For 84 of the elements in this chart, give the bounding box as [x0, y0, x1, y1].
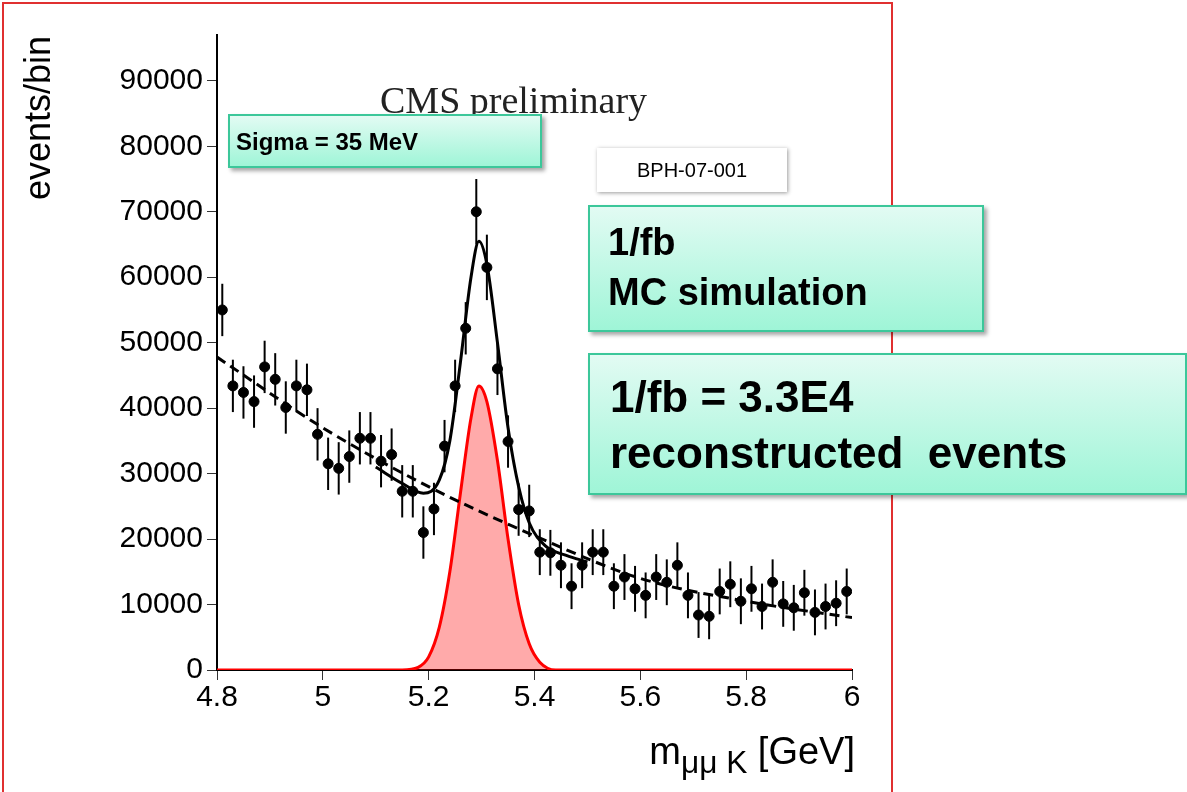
y-axis-title: events/bin: [17, 36, 58, 201]
y-tick-label: 20000: [119, 520, 203, 554]
x-axis-title: m$_{μμ K}$ [GeV]: [649, 730, 855, 781]
y-tick-label: 50000: [119, 323, 203, 357]
point: [248, 396, 260, 408]
point: [798, 587, 810, 599]
point: [544, 547, 556, 559]
point: [301, 384, 313, 396]
y-tick-label: 70000: [119, 193, 203, 227]
point: [449, 380, 461, 392]
x-tick-label: 5: [314, 679, 332, 713]
point: [217, 304, 228, 316]
note-box: 1/fb = 3.3E4 reconstructed events: [588, 353, 1187, 495]
point: [343, 451, 355, 463]
annotation: 1/fb MC simulation: [608, 221, 868, 313]
point: [269, 373, 281, 385]
point: [354, 432, 366, 444]
point: [386, 449, 398, 461]
point: [745, 583, 757, 595]
point: [555, 559, 567, 571]
point: [788, 602, 800, 614]
y-tick-label: 10000: [119, 585, 203, 619]
point: [523, 505, 535, 517]
x-tick-label: 5.8: [725, 679, 768, 713]
point: [650, 571, 662, 583]
y-tick-label: 30000: [119, 454, 203, 488]
point: [237, 386, 249, 398]
point: [841, 585, 852, 597]
annotation: BPH-07-001: [636, 159, 748, 181]
note-box: BPH-07-001: [597, 148, 787, 192]
point: [481, 261, 493, 273]
point: [460, 322, 472, 334]
y-tick-label: 90000: [119, 62, 203, 96]
point: [566, 580, 578, 592]
x-tick-label: 5.2: [407, 679, 450, 713]
point: [428, 503, 440, 515]
x-tick-label: 5.6: [619, 679, 662, 713]
annotation: Sigma = 35 MeV: [236, 128, 419, 155]
point: [820, 601, 832, 612]
point: [640, 589, 652, 601]
point: [777, 598, 789, 610]
point: [227, 380, 239, 392]
point: [767, 576, 779, 588]
point: [629, 583, 641, 595]
point: [259, 361, 271, 373]
point: [618, 571, 630, 583]
note-box: 1/fb MC simulation: [588, 205, 984, 332]
y-tick-label: 60000: [119, 258, 203, 292]
point: [439, 440, 451, 452]
y-tick-label: 40000: [119, 389, 203, 423]
point: [661, 576, 673, 588]
point: [333, 462, 345, 474]
point: [693, 609, 705, 621]
x-tick-label: 5.4: [513, 679, 556, 713]
point: [312, 428, 324, 440]
point: [322, 458, 334, 470]
point: [714, 585, 726, 597]
point: [491, 363, 503, 375]
point: [756, 601, 768, 612]
point: [587, 546, 599, 558]
point: [375, 455, 387, 467]
annotation: 1/fb = 3.3E4 reconstructed events: [610, 372, 1068, 477]
point: [597, 546, 609, 558]
note-box: Sigma = 35 MeV: [228, 114, 542, 168]
point: [608, 580, 620, 592]
point: [682, 589, 694, 601]
y-tick-label: 80000: [119, 127, 203, 161]
point: [290, 380, 302, 392]
x-tick-label: 6: [843, 679, 861, 713]
point: [671, 559, 683, 571]
point: [396, 485, 408, 497]
point: [417, 527, 429, 539]
point: [735, 595, 747, 607]
point: [534, 546, 546, 558]
point: [470, 206, 482, 218]
point: [703, 610, 715, 622]
point: [502, 436, 514, 448]
point: [407, 485, 419, 497]
point: [724, 578, 736, 590]
point: [809, 606, 821, 618]
point: [280, 401, 292, 413]
point: [830, 597, 842, 609]
point: [364, 432, 376, 444]
point: [513, 504, 525, 516]
